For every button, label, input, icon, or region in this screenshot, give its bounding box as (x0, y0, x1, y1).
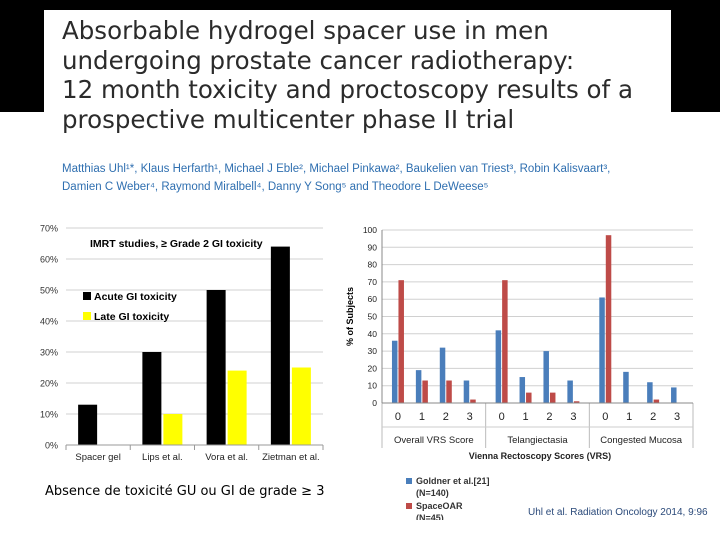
goldner-bar (671, 387, 677, 403)
paper-header: Absorbable hydrogel spacer use in men un… (44, 10, 671, 200)
goldner-bar (567, 380, 573, 403)
late-bar (163, 414, 183, 445)
spaceoar-bar (573, 401, 580, 403)
title-line: prospective multicenter phase II trial (62, 104, 515, 134)
legend-label: SpaceOAR (416, 501, 463, 511)
spaceoar-bar (422, 380, 428, 403)
goldner-bar (415, 370, 422, 403)
category-label: Lips et al. (142, 452, 183, 463)
y-tick-label: 0 (372, 398, 377, 408)
goldner-bar (463, 380, 470, 403)
spaceoar-bar (526, 392, 532, 403)
spaceoar-bar (605, 235, 612, 403)
y-tick-label: 50 (368, 312, 378, 322)
score-tick-label: 0 (395, 411, 401, 423)
acute-bar (206, 290, 226, 445)
y-tick-label: 80 (368, 260, 378, 270)
title-line: 12 month toxicity and proctoscopy result… (62, 75, 633, 104)
citation: Uhl et al. Radiation Oncology 2014, 9:96 (528, 507, 708, 518)
authors-line: Damien C Weber⁴, Raymond Miralbell⁴, Dan… (62, 181, 489, 193)
y-tick-label: 0% (45, 441, 58, 451)
legend-label: Goldner et al.[21] (416, 476, 490, 486)
legend-swatch (406, 478, 412, 484)
y-tick-label: 70 (368, 277, 378, 287)
category-label: Vora et al. (205, 452, 248, 463)
score-tick-label: 3 (570, 411, 576, 423)
title-line: Absorbable hydrogel spacer use in men (62, 16, 549, 45)
goldner-bar (599, 297, 605, 403)
spaceoar-bar (398, 280, 404, 403)
legend-sample-size: (N=140) (416, 488, 449, 498)
legend-label: Acute GI toxicity (94, 291, 177, 303)
goldner-bar (439, 347, 446, 403)
score-tick-label: 2 (546, 411, 552, 423)
authors-line: Matthias Uhl¹*, Klaus Herfarth¹, Michael… (62, 163, 611, 175)
y-tick-label: 60% (40, 255, 58, 265)
y-tick-label: 100 (363, 225, 377, 235)
score-tick-label: 0 (602, 411, 608, 423)
group-label: Congested Mucosa (600, 435, 683, 446)
category-label: Zietman et al. (262, 452, 320, 463)
score-tick-label: 1 (626, 411, 632, 423)
paper-title: Absorbable hydrogel spacer use in men un… (62, 16, 662, 134)
x-axis-title: Vienna Rectoscopy Scores (VRS) (469, 451, 611, 461)
y-tick-label: 10 (368, 381, 378, 391)
y-axis-title: % of Subjects (345, 287, 355, 346)
legend-swatch (83, 312, 91, 320)
legend-swatch (406, 503, 412, 509)
late-bar (291, 367, 311, 445)
acute-bar (78, 404, 98, 445)
goldner-bar (391, 340, 398, 403)
goldner-bar (647, 382, 653, 403)
group-label: Overall VRS Score (394, 435, 474, 446)
score-tick-label: 2 (650, 411, 656, 423)
legend-swatch (83, 292, 91, 300)
goldner-bar (495, 330, 502, 403)
legend-sample-size: (N=45) (416, 513, 444, 520)
y-tick-label: 20% (40, 379, 58, 389)
chart-title: IMRT studies, ≥ Grade 2 GI toxicity (90, 238, 263, 250)
y-tick-label: 70% (40, 224, 58, 234)
y-tick-label: 50% (40, 286, 58, 296)
slide-caption: Absence de toxicité GU ou GI de grade ≥ … (45, 484, 325, 499)
late-bar (227, 370, 247, 445)
y-tick-label: 40% (40, 317, 58, 327)
y-tick-label: 10% (40, 410, 58, 420)
score-tick-label: 2 (443, 411, 449, 423)
score-tick-label: 3 (467, 411, 473, 423)
y-tick-label: 90 (368, 242, 378, 252)
category-label: Spacer gel (75, 452, 120, 463)
y-tick-label: 20 (368, 363, 378, 373)
spaceoar-bar (549, 392, 556, 403)
title-line: undergoing prostate cancer radiotherapy: (62, 45, 575, 75)
paper-authors: Matthias Uhl¹*, Klaus Herfarth¹, Michael… (62, 160, 672, 196)
score-tick-label: 0 (499, 411, 505, 423)
score-tick-label: 1 (419, 411, 425, 423)
spaceoar-bar (470, 399, 476, 403)
spaceoar-bar (446, 380, 452, 403)
acute-bar (142, 352, 162, 445)
group-label: Telangiectasia (507, 435, 568, 446)
y-tick-label: 60 (368, 294, 378, 304)
goldner-bar (519, 377, 526, 403)
goldner-bar (543, 351, 549, 403)
spaceoar-bar (502, 280, 508, 403)
score-tick-label: 1 (522, 411, 528, 423)
acute-bar (270, 246, 290, 445)
y-tick-label: 30 (368, 346, 378, 356)
goldner-bar (623, 371, 629, 403)
y-tick-label: 40 (368, 329, 378, 339)
imrt-toxicity-chart: 0% 10% 20% 30% 40% 50% 60% 70% Spacer gel Lips et… (40, 224, 324, 463)
spaceoar-bar (653, 399, 660, 403)
legend-label: Late GI toxicity (94, 311, 169, 323)
score-tick-label: 3 (674, 411, 680, 423)
y-tick-label: 30% (40, 348, 58, 358)
